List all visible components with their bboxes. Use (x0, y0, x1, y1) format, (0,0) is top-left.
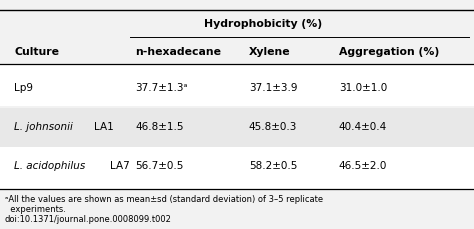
Text: Culture: Culture (14, 46, 59, 57)
Text: 40.4±0.4: 40.4±0.4 (339, 122, 387, 132)
Text: 37.1±3.9: 37.1±3.9 (249, 83, 297, 93)
Text: 46.8±1.5: 46.8±1.5 (135, 122, 183, 132)
Text: LA1: LA1 (94, 122, 114, 132)
Text: Lp9: Lp9 (14, 83, 33, 93)
Text: n-hexadecane: n-hexadecane (135, 46, 221, 57)
Text: L. acidophilus: L. acidophilus (14, 161, 89, 171)
Text: 46.5±2.0: 46.5±2.0 (339, 161, 387, 171)
Text: Hydrophobicity (%): Hydrophobicity (%) (204, 19, 322, 29)
Text: 58.2±0.5: 58.2±0.5 (249, 161, 297, 171)
Text: 31.0±1.0: 31.0±1.0 (339, 83, 387, 93)
Text: doi:10.1371/journal.pone.0008099.t002: doi:10.1371/journal.pone.0008099.t002 (5, 215, 172, 224)
Text: 56.7±0.5: 56.7±0.5 (135, 161, 183, 171)
Text: Aggregation (%): Aggregation (%) (339, 46, 439, 57)
Text: 37.7±1.3ᵃ: 37.7±1.3ᵃ (135, 83, 188, 93)
Bar (0, 108, 474, 150)
Text: experiments.: experiments. (5, 205, 65, 214)
Text: L. johnsonii: L. johnsonii (14, 122, 76, 132)
Text: LA7: LA7 (110, 161, 130, 171)
Text: Xylene: Xylene (249, 46, 291, 57)
Text: 45.8±0.3: 45.8±0.3 (249, 122, 297, 132)
Bar (0, 147, 474, 189)
Bar (0, 64, 474, 106)
Text: ᵃAll the values are shown as mean±sd (standard deviation) of 3–5 replicate: ᵃAll the values are shown as mean±sd (st… (5, 195, 323, 204)
